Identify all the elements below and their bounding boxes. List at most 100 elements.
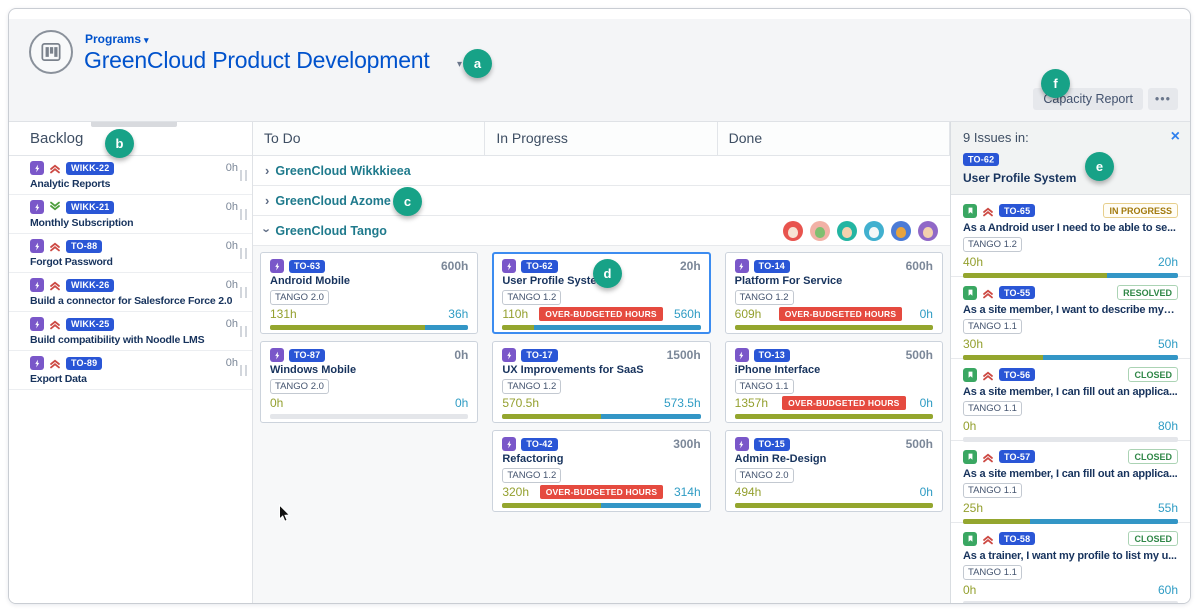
drag-handle[interactable] xyxy=(240,209,247,220)
spent-hours: 0h xyxy=(963,583,977,597)
progress-bar xyxy=(963,519,1178,524)
story-icon xyxy=(963,449,977,464)
board-card[interactable]: TO-14 600h Platform For Service TANGO 1.… xyxy=(724,252,943,334)
estimate-hours: 600h xyxy=(440,259,469,273)
status-badge: IN PROGRESS xyxy=(1103,203,1178,218)
backlog-item[interactable]: TO-88 0h Forgot Password xyxy=(9,234,252,273)
over-budget-badge: OVER-BUDGETED HOURS xyxy=(539,485,664,499)
issue-key-badge: TO-55 xyxy=(999,286,1036,299)
issue-title: As a site member, I can fill out an appl… xyxy=(963,386,1178,398)
panel-resize-tab[interactable] xyxy=(91,122,177,127)
hours-label: 0h xyxy=(225,318,238,330)
hours-label: 0h xyxy=(225,357,238,369)
detail-issue-item[interactable]: TO-55 RESOLVED As a site member, I want … xyxy=(951,277,1190,360)
issue-title: Build compatibility with Noodle LMS xyxy=(30,334,205,346)
board-card[interactable]: TO-63 600h Android Mobile TANGO 2.0 131h… xyxy=(260,252,479,334)
card-title: Refactoring xyxy=(502,453,564,465)
priority-icon xyxy=(49,201,61,213)
issue-count-label: 9 Issues in: xyxy=(963,130,1029,145)
epic-icon xyxy=(502,348,517,362)
issue-title: As a Android user I need to be able to s… xyxy=(963,222,1176,234)
issue-key-badge: TO-89 xyxy=(66,356,103,370)
priority-icon xyxy=(49,357,61,369)
epic-icon xyxy=(30,239,44,253)
swimlane-wikkkieea[interactable]: › GreenCloud Wikkkieea xyxy=(253,156,950,186)
avatar[interactable] xyxy=(837,220,857,241)
estimate-hours: 600h xyxy=(905,259,933,273)
story-icon xyxy=(963,367,977,382)
issue-key-badge: TO-87 xyxy=(289,348,326,362)
detail-issue-item[interactable]: TO-65 IN PROGRESS As a Android user I ne… xyxy=(951,195,1190,278)
drag-handle[interactable] xyxy=(240,248,247,259)
detail-issue-item[interactable]: TO-56 CLOSED As a site member, I can fil… xyxy=(951,359,1190,442)
more-options-button[interactable]: ••• xyxy=(1147,88,1178,110)
status-badge: CLOSED xyxy=(1128,531,1178,546)
epic-icon xyxy=(30,278,44,292)
remaining-hours: 80h xyxy=(1157,419,1178,433)
board-card[interactable]: TO-17 1500h UX Improvements for SaaS TAN… xyxy=(492,341,711,423)
remaining-hours: 50h xyxy=(1157,337,1178,351)
annotation-marker-f: f xyxy=(1041,69,1070,98)
epic-icon xyxy=(30,317,44,331)
backlog-item[interactable]: WIKK-21 0h Monthly Subscription xyxy=(9,195,252,234)
card-title: Admin Re-Design xyxy=(734,453,827,465)
issue-key-badge: TO-13 xyxy=(753,348,790,362)
close-icon[interactable]: × xyxy=(1170,128,1180,145)
assignee-avatars xyxy=(783,220,938,241)
epic-icon xyxy=(270,348,284,362)
version-chip: TANGO 1.1 xyxy=(963,401,1022,416)
over-budget-badge: OVER-BUDGETED HOURS xyxy=(778,307,903,321)
issue-key-badge: WIKK-22 xyxy=(66,161,115,175)
estimate-hours: 500h xyxy=(905,348,933,362)
backlog-item[interactable]: WIKK-26 0h Build a connector for Salesfo… xyxy=(9,273,252,312)
version-chip: TANGO 1.2 xyxy=(502,379,562,394)
swimlane-azome[interactable]: › GreenCloud Azome xyxy=(253,186,950,216)
drag-handle[interactable] xyxy=(240,170,247,181)
remaining-hours: 55h xyxy=(1157,501,1178,515)
board-card-selected[interactable]: TO-62 20h User Profile System TANGO 1.2 … xyxy=(492,252,711,334)
board-card[interactable]: TO-13 500h iPhone Interface TANGO 1.1 13… xyxy=(724,341,943,423)
main-content: Backlog WIKK-22 0h Analytic Reports WIKK… xyxy=(9,121,1190,603)
hours-label: 0h xyxy=(225,279,238,291)
progress-bar xyxy=(502,325,701,330)
breadcrumb-label[interactable]: Programs xyxy=(85,32,142,46)
drag-handle[interactable] xyxy=(240,365,247,376)
backlog-item[interactable]: WIKK-22 0h Analytic Reports xyxy=(9,156,252,195)
drag-handle[interactable] xyxy=(240,326,247,337)
breadcrumb[interactable]: Programs ▾ xyxy=(85,32,149,46)
app-window: Programs ▾ GreenCloud Product Development… xyxy=(8,8,1191,604)
avatar[interactable] xyxy=(918,220,938,241)
chevron-expanded-icon[interactable]: › xyxy=(259,228,275,233)
issue-key-badge: TO-62 xyxy=(521,259,558,273)
chevron-right-icon[interactable]: › xyxy=(265,193,270,208)
epic-icon xyxy=(30,161,44,175)
remaining-hours: 36h xyxy=(448,307,469,321)
avatar[interactable] xyxy=(891,220,911,241)
column-todo-cards: TO-63 600h Android Mobile TANGO 2.0 131h… xyxy=(253,246,485,603)
status-badge: CLOSED xyxy=(1128,449,1178,464)
avatar[interactable] xyxy=(864,220,884,241)
spent-hours: 0h xyxy=(963,419,977,433)
version-chip: TANGO 2.0 xyxy=(270,379,329,394)
drag-handle[interactable] xyxy=(240,287,247,298)
spent-hours: 110h xyxy=(502,307,529,321)
board-card[interactable]: TO-87 0h Windows Mobile TANGO 2.0 0h 0h xyxy=(260,341,479,423)
backlog-item[interactable]: TO-89 0h Export Data xyxy=(9,351,252,390)
chevron-right-icon[interactable]: › xyxy=(265,163,270,178)
priority-icon xyxy=(49,240,61,252)
backlog-panel: Backlog WIKK-22 0h Analytic Reports WIKK… xyxy=(9,122,253,603)
issue-key-badge: TO-14 xyxy=(753,259,790,273)
swimlane-tango[interactable]: › GreenCloud Tango xyxy=(253,216,950,246)
title-dropdown-caret-icon[interactable]: ▾ xyxy=(457,59,463,70)
card-title: iPhone Interface xyxy=(734,364,821,376)
estimate-hours: 1500h xyxy=(666,348,701,362)
avatar[interactable] xyxy=(783,220,803,241)
version-chip: TANGO 1.2 xyxy=(502,290,562,305)
board-card[interactable]: TO-42 300h Refactoring TANGO 1.2 320h OV… xyxy=(492,430,711,512)
backlog-item[interactable]: WIKK-25 0h Build compatibility with Nood… xyxy=(9,312,252,351)
avatar[interactable] xyxy=(810,220,830,241)
story-icon xyxy=(963,285,977,300)
board-card[interactable]: TO-15 500h Admin Re-Design TANGO 2.0 494… xyxy=(724,430,943,512)
detail-issue-item[interactable]: TO-58 CLOSED As a trainer, I want my pro… xyxy=(951,523,1190,603)
detail-issue-item[interactable]: TO-57 CLOSED As a site member, I can fil… xyxy=(951,441,1190,524)
